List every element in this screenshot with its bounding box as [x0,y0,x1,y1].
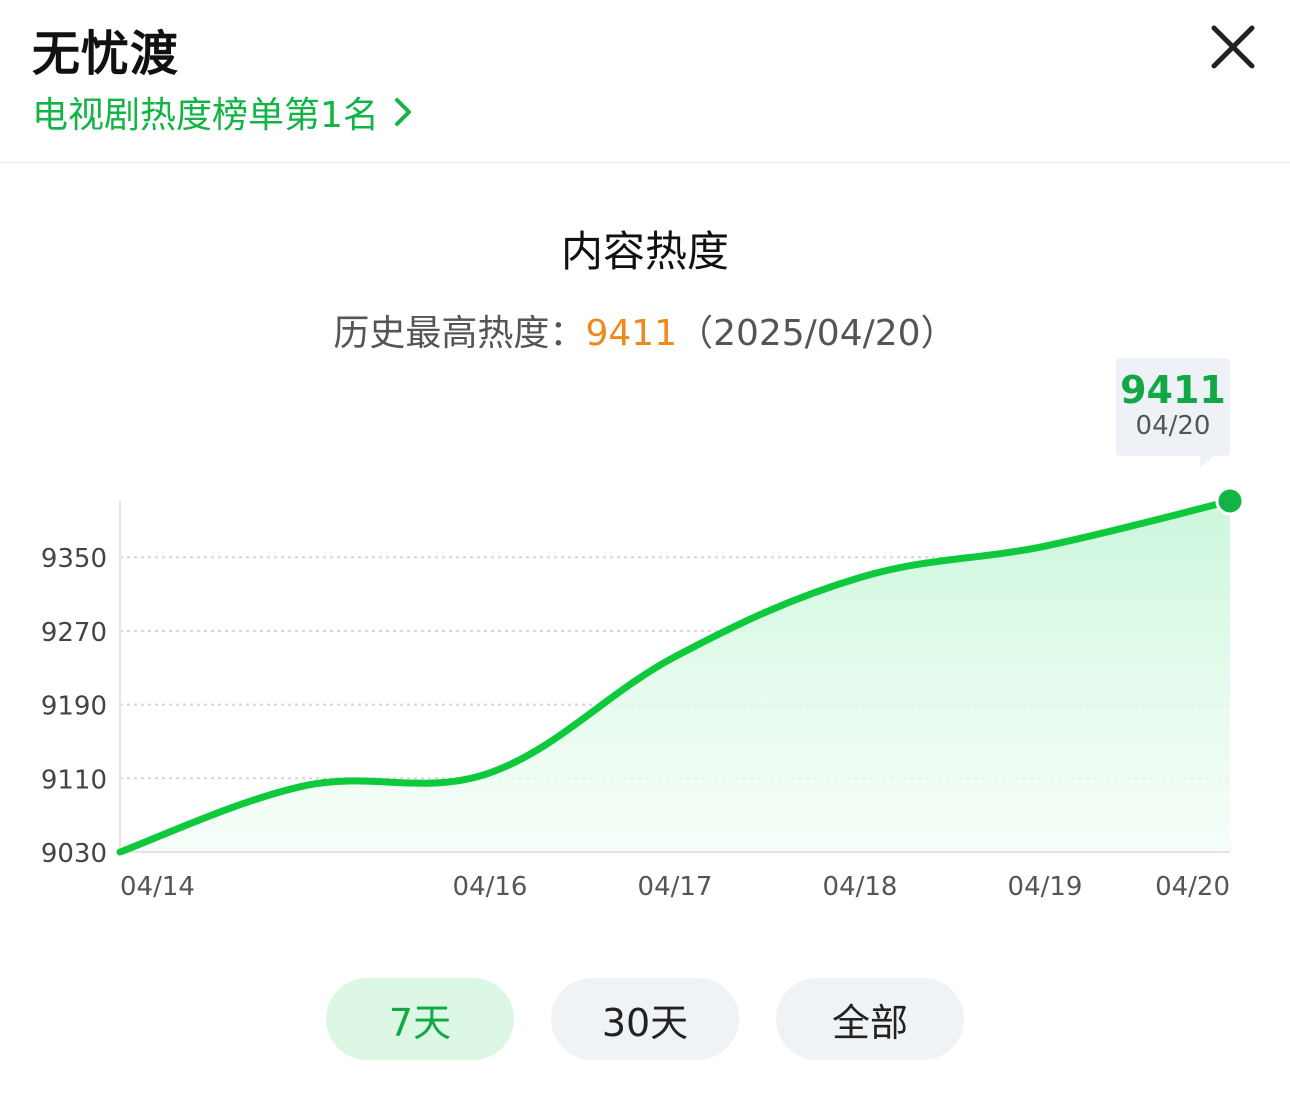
max-heat-label: 历史最高热度： [333,313,586,354]
x-tick-label: 04/19 [1008,872,1083,902]
heat-chart[interactable]: 9030 9110 9190 9270 9350 04/14 04/16 04/17 04/1… [0,340,1290,920]
chevron-right-icon [394,98,411,126]
x-tick-label: 04/20 [1155,872,1230,902]
highlight-point[interactable] [1215,486,1245,516]
tooltip-pointer [1200,456,1214,468]
y-tick-label: 9350 [41,544,107,574]
header: 无忧渡 电视剧热度榜单第1名 [0,0,1290,163]
close-icon[interactable] [1206,20,1260,74]
chart-area-fill [120,501,1230,852]
ranking-link[interactable]: 电视剧热度榜单第1名 [32,86,415,138]
tooltip-value: 9411 [1120,368,1226,412]
value-tooltip: 9411 04/20 [1116,358,1230,456]
x-tick-label: 04/16 [453,872,528,902]
series-line [116,497,1234,856]
y-tick-label: 9030 [41,839,107,869]
chart-title: 内容热度 [560,227,729,276]
show-title: 无忧渡 [32,26,180,82]
range-tab-7-days[interactable]: 7天 [326,978,514,1060]
max-heat-date: （2025/04/20） [677,313,957,354]
ranking-link-label: 电视剧热度榜单第1名 [32,95,379,136]
x-tick-label: 04/14 [120,872,195,902]
y-tick-label: 9110 [41,765,107,795]
y-tick-label: 9270 [41,618,107,648]
max-heat-line: 历史最高热度：9411（2025/04/20） [0,304,1290,356]
range-tab-all[interactable]: 全部 [776,978,964,1060]
range-tab-30-days[interactable]: 30天 [551,978,739,1060]
x-tick-label: 04/17 [638,872,713,902]
x-tick-label: 04/18 [823,872,898,902]
y-tick-label: 9190 [41,692,107,722]
max-heat-value: 9411 [585,313,678,354]
tooltip-date: 04/20 [1135,411,1211,441]
